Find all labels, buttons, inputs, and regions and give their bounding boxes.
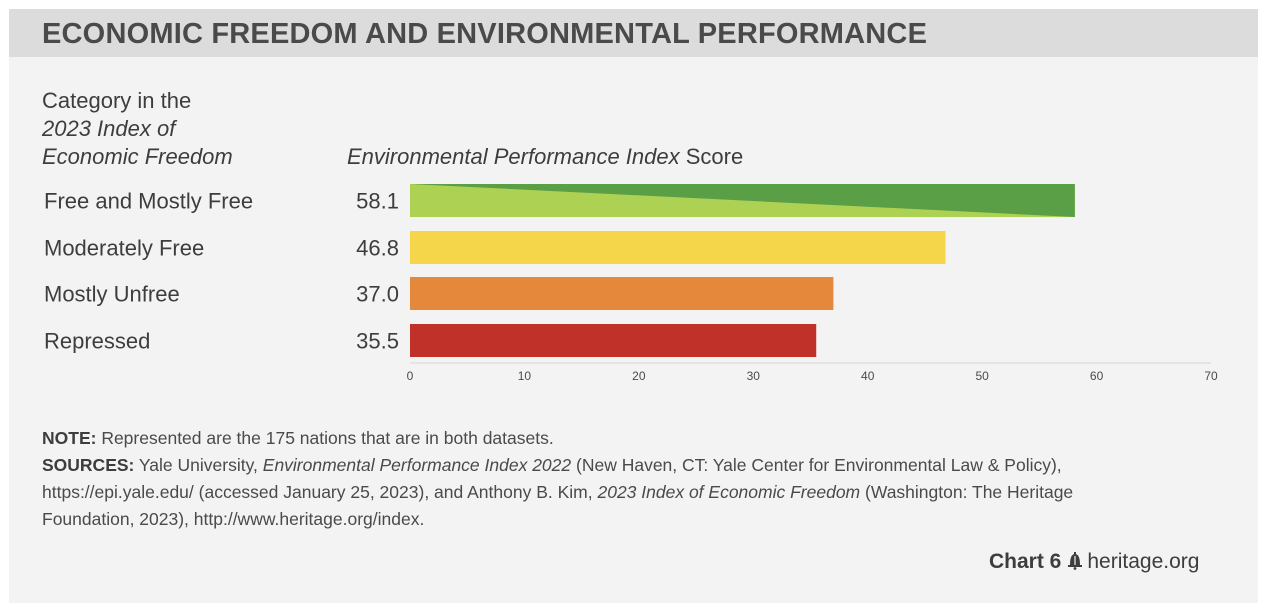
note-line: NOTE: Represented are the 175 nations th… xyxy=(42,425,1082,452)
sources-label: SOURCES: xyxy=(42,455,135,475)
score-header-italic: Environmental Performance Index xyxy=(347,144,680,169)
x-tick-label: 10 xyxy=(518,369,532,383)
category-label: Repressed xyxy=(44,329,150,354)
category-label: Mostly Unfree xyxy=(44,282,180,307)
category-label: Free and Mostly Free xyxy=(44,189,253,214)
category-header-line2: 2023 Index of xyxy=(42,116,176,141)
category-header-line3: Economic Freedom xyxy=(42,144,233,169)
chart-card: ECONOMIC FREEDOM AND ENVIRONMENTAL PERFO… xyxy=(9,9,1258,603)
footer-credit: Chart 6 heritage.org xyxy=(989,550,1199,576)
value-label: 58.1 xyxy=(356,189,399,214)
liberty-bell-icon xyxy=(1067,552,1083,576)
sources-text: SOURCES: Yale University, Environmental … xyxy=(42,452,1082,533)
x-tick-label: 30 xyxy=(747,369,761,383)
notes-block: NOTE: Represented are the 175 nations th… xyxy=(42,425,1082,533)
x-tick-label: 20 xyxy=(632,369,646,383)
note-label: NOTE: xyxy=(42,428,97,448)
bar-free-dark xyxy=(410,184,1075,217)
bar xyxy=(410,277,834,310)
category-label: Moderately Free xyxy=(44,236,204,261)
bar xyxy=(410,324,817,357)
sources-part-d: 2023 Index of Economic Freedom xyxy=(597,482,861,502)
chart-title: ECONOMIC FREEDOM AND ENVIRONMENTAL PERFO… xyxy=(42,18,928,50)
x-tick-label: 50 xyxy=(975,369,989,383)
x-tick-label: 0 xyxy=(407,369,414,383)
site-name: heritage.org xyxy=(1087,550,1200,573)
sources-part-b: Environmental Performance Index 2022 xyxy=(262,455,572,475)
value-label: 35.5 xyxy=(356,329,399,354)
value-label: 46.8 xyxy=(356,236,399,261)
chart-number: Chart 6 xyxy=(989,550,1062,573)
sources-part-c: (New Haven, CT: Yale Center for Environm… xyxy=(42,455,1062,502)
value-label: 37.0 xyxy=(356,282,399,307)
category-column-header: Category in the 2023 Index of Economic F… xyxy=(42,87,233,171)
category-header-line1: Category in the xyxy=(42,88,192,113)
x-tick-label: 60 xyxy=(1090,369,1104,383)
score-header-plain: Score xyxy=(685,144,744,169)
note-text: Represented are the 175 nations that are… xyxy=(96,428,554,448)
sources-part-e: (Washington: The Heritage Foundation, 20… xyxy=(42,482,1074,529)
title-band: ECONOMIC FREEDOM AND ENVIRONMENTAL PERFO… xyxy=(9,9,1258,57)
x-tick-label: 70 xyxy=(1204,369,1218,383)
x-tick-label: 40 xyxy=(861,369,875,383)
sources-part-a: Yale University, xyxy=(134,455,263,475)
bar xyxy=(410,231,946,264)
score-column-header: Environmental Performance Index Score xyxy=(347,143,743,171)
